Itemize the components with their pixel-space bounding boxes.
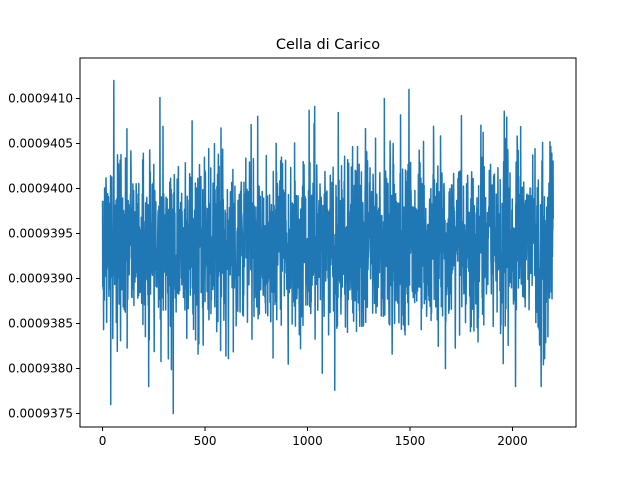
y-tick-label: 0.0009395	[8, 227, 73, 241]
y-tick-label: 0.0009405	[8, 137, 73, 151]
y-tick-label: 0.0009375	[8, 407, 73, 421]
series-layer	[101, 79, 554, 415]
y-tick-label: 0.0009380	[8, 362, 73, 376]
plot-area-frame	[79, 57, 577, 428]
x-tick-label: 1000	[292, 434, 323, 448]
y-axis: 0.0009375 0.0009380 0.0009385 0.0009390 0.00…	[8, 92, 80, 421]
y-tick-label: 0.0009410	[8, 92, 73, 106]
y-tick-label: 0.0009390	[8, 272, 73, 286]
x-tick-label: 0	[99, 434, 107, 448]
x-tick-label: 1500	[395, 434, 426, 448]
x-tick-label: 500	[194, 434, 217, 448]
chart-title: Cella di Carico	[276, 37, 380, 53]
y-tick-label: 0.0009385	[8, 317, 73, 331]
x-axis: 0 500 1000 1500 2000	[99, 427, 528, 448]
series-line	[101, 79, 554, 415]
y-tick-label: 0.0009400	[8, 182, 73, 196]
x-tick-label: 2000	[497, 434, 528, 448]
